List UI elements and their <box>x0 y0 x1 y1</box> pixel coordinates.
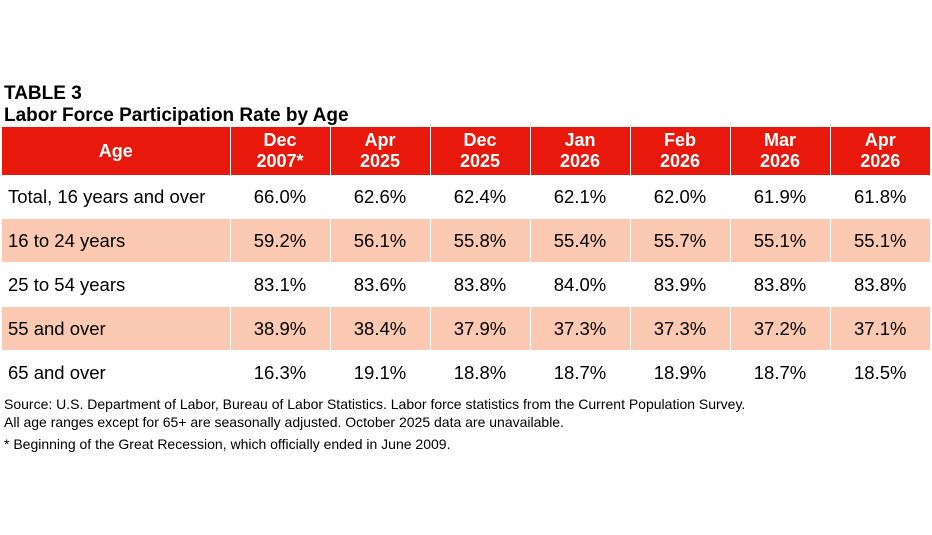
table-row: Total, 16 years and over 66.0% 62.6% 62.… <box>2 175 930 219</box>
table-cell: 18.9% <box>630 350 731 395</box>
table-cell: 55.1% <box>830 218 930 263</box>
table-row: 16 to 24 years 59.2% 56.1% 55.8% 55.4% 5… <box>2 218 930 263</box>
table-cell: 55.1% <box>730 218 831 263</box>
table-cell: 18.8% <box>430 350 531 395</box>
source-note-line1: Source: U.S. Department of Labor, Bureau… <box>4 396 746 412</box>
table-cell: 61.9% <box>730 175 831 219</box>
table-cell: 18.5% <box>830 350 930 395</box>
table-cell: 62.1% <box>530 175 631 219</box>
table-cell: 62.4% <box>430 175 531 219</box>
table-title-block: TABLE 3 Labor Force Participation Rate b… <box>4 82 349 127</box>
table-cell: 18.7% <box>730 350 831 395</box>
row-label: 25 to 54 years <box>2 262 231 307</box>
table-cell: 37.3% <box>630 306 731 351</box>
table-cell: 83.8% <box>730 262 831 307</box>
table-title: Labor Force Participation Rate by Age <box>4 105 349 126</box>
table-cell: 83.8% <box>430 262 531 307</box>
table-cell: 37.1% <box>830 306 930 351</box>
table-row: 55 and over 38.9% 38.4% 37.9% 37.3% 37.3… <box>2 306 930 351</box>
table-cell: 37.2% <box>730 306 831 351</box>
header-dec-2025: Dec 2025 <box>430 127 531 175</box>
table-cell: 83.8% <box>830 262 930 307</box>
table-cell: 84.0% <box>530 262 631 307</box>
table-cell: 61.8% <box>830 175 930 219</box>
table-header-row: Age Dec 2007* Apr 2025 Dec 2025 Jan 2026 Feb… <box>2 127 930 175</box>
table-cell: 19.1% <box>330 350 431 395</box>
table-cell: 59.2% <box>230 218 331 263</box>
header-mar-2026: Mar 2026 <box>730 127 831 175</box>
table-cell: 62.6% <box>330 175 431 219</box>
table-cell: 56.1% <box>330 218 431 263</box>
header-jan-2026: Jan 2026 <box>530 127 631 175</box>
asterisk-footnote: * Beginning of the Great Recession, whic… <box>4 436 451 452</box>
table-cell: 55.8% <box>430 218 531 263</box>
table-cell: 37.9% <box>430 306 531 351</box>
table-cell: 55.7% <box>630 218 731 263</box>
table-cell: 37.3% <box>530 306 631 351</box>
table-cell: 38.9% <box>230 306 331 351</box>
footnotes: Source: U.S. Department of Labor, Bureau… <box>4 395 745 453</box>
table-cell: 18.7% <box>530 350 631 395</box>
table-cell: 16.3% <box>230 350 331 395</box>
table-cell: 38.4% <box>330 306 431 351</box>
source-note-line2: All age ranges except for 65+ are season… <box>4 414 564 430</box>
header-apr-2026: Apr 2026 <box>830 127 930 175</box>
table-number-label: TABLE 3 <box>4 83 82 104</box>
header-dec-2007: Dec 2007* <box>230 127 331 175</box>
row-label: 55 and over <box>2 306 231 351</box>
table-cell: 62.0% <box>630 175 731 219</box>
table-cell: 83.9% <box>630 262 731 307</box>
row-label: 65 and over <box>2 350 231 395</box>
table-cell: 66.0% <box>230 175 331 219</box>
header-feb-2026: Feb 2026 <box>630 127 731 175</box>
table-cell: 83.1% <box>230 262 331 307</box>
header-age: Age <box>2 127 231 175</box>
table-cell: 83.6% <box>330 262 431 307</box>
table-row: 25 to 54 years 83.1% 83.6% 83.8% 84.0% 8… <box>2 262 930 307</box>
header-apr-2025: Apr 2025 <box>330 127 431 175</box>
row-label: Total, 16 years and over <box>2 175 231 219</box>
table-row: 65 and over 16.3% 19.1% 18.8% 18.7% 18.9… <box>2 350 930 395</box>
row-label: 16 to 24 years <box>2 218 231 263</box>
participation-rate-table: Age Dec 2007* Apr 2025 Dec 2025 Jan 2026 Feb… <box>2 127 930 395</box>
table-cell: 55.4% <box>530 218 631 263</box>
